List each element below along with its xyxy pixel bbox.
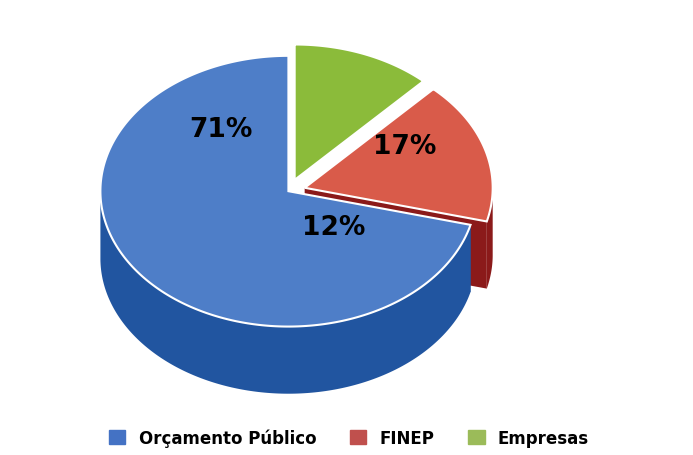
Text: 12%: 12%: [301, 214, 365, 241]
Polygon shape: [305, 90, 493, 222]
Polygon shape: [100, 193, 471, 394]
Polygon shape: [288, 192, 471, 293]
Polygon shape: [295, 46, 423, 181]
Text: 71%: 71%: [190, 116, 253, 142]
Legend: Orçamento Público, FINEP, Empresas: Orçamento Público, FINEP, Empresas: [109, 429, 589, 447]
Polygon shape: [100, 57, 471, 327]
Polygon shape: [305, 188, 486, 289]
Polygon shape: [486, 188, 493, 289]
Text: 17%: 17%: [373, 134, 437, 160]
